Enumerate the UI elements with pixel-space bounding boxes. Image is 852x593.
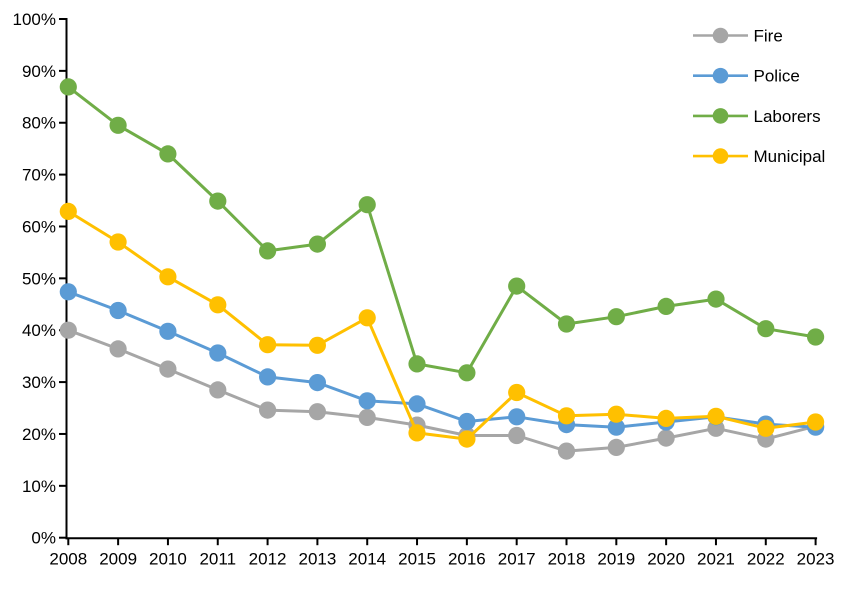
y-axis-label: 60% bbox=[22, 217, 56, 236]
x-axis-label: 2023 bbox=[797, 550, 835, 569]
legend-marker-swatch bbox=[712, 27, 729, 44]
marker-police-2015 bbox=[408, 395, 426, 413]
series-line-municipal bbox=[66, 209, 818, 441]
marker-laborers-2011 bbox=[209, 192, 227, 210]
marker-laborers-2014 bbox=[358, 196, 376, 214]
marker-police-2019 bbox=[607, 418, 625, 436]
legend-marker-swatch bbox=[712, 148, 729, 164]
legend-label: Fire bbox=[754, 26, 783, 45]
marker-police-2017 bbox=[508, 408, 526, 426]
legend-marker-swatch bbox=[712, 67, 729, 84]
marker-fire-2019 bbox=[607, 438, 625, 456]
legend-item-laborers: Laborers bbox=[693, 107, 821, 126]
marker-police-2009 bbox=[109, 301, 127, 320]
x-axis-label: 2016 bbox=[448, 550, 486, 569]
y-axis-label: 10% bbox=[22, 477, 56, 496]
x-axis-label: 2013 bbox=[298, 550, 336, 569]
y-axis-label: 30% bbox=[22, 373, 56, 392]
x-axis-label: 2012 bbox=[249, 550, 287, 569]
y-axis-label: 80% bbox=[22, 114, 56, 133]
marker-laborers-2021 bbox=[707, 290, 725, 308]
y-axis-label: 90% bbox=[22, 62, 56, 81]
x-axis-label: 2010 bbox=[149, 550, 187, 569]
marker-laborers-2008 bbox=[59, 78, 77, 96]
x-axis-label: 2009 bbox=[99, 550, 137, 569]
marker-laborers-2022 bbox=[757, 320, 775, 338]
marker-laborers-2017 bbox=[508, 277, 526, 295]
legend-label: Laborers bbox=[754, 107, 821, 126]
marker-laborers-2010 bbox=[159, 145, 177, 163]
x-axis-label: 2022 bbox=[747, 550, 785, 569]
x-axis-label: 2008 bbox=[49, 550, 87, 569]
marker-police-2013 bbox=[308, 374, 326, 392]
marker-fire-2009 bbox=[109, 340, 127, 358]
marker-fire-2018 bbox=[557, 442, 576, 460]
legend-item-municipal: Municipal bbox=[693, 147, 825, 166]
marker-laborers-2009 bbox=[109, 116, 127, 134]
x-axis-label: 2011 bbox=[199, 550, 236, 569]
marker-fire-2008 bbox=[59, 321, 77, 339]
marker-laborers-2023 bbox=[807, 328, 825, 346]
marker-police-2016 bbox=[458, 412, 476, 431]
x-axis-label: 2018 bbox=[548, 550, 586, 569]
x-axis-label: 2014 bbox=[348, 550, 386, 569]
marker-municipal-2018 bbox=[557, 407, 576, 425]
marker-municipal-2011 bbox=[209, 296, 227, 314]
marker-laborers-2015 bbox=[408, 355, 426, 373]
marker-police-2008 bbox=[59, 283, 77, 301]
series-line-police bbox=[66, 290, 818, 429]
y-axis-label: 40% bbox=[22, 321, 56, 340]
marker-municipal-2015 bbox=[408, 424, 426, 442]
x-axis-label: 2020 bbox=[647, 550, 685, 569]
marker-municipal-2014 bbox=[358, 309, 376, 327]
x-axis-label: 2021 bbox=[697, 550, 735, 569]
series-line-laborers bbox=[66, 85, 818, 375]
y-axis-label: 70% bbox=[22, 166, 56, 185]
marker-municipal-2022 bbox=[757, 419, 775, 437]
marker-municipal-2017 bbox=[508, 383, 526, 402]
marker-laborers-2020 bbox=[657, 297, 675, 315]
marker-laborers-2013 bbox=[308, 235, 326, 253]
marker-municipal-2009 bbox=[109, 233, 127, 251]
x-axis-label: 2015 bbox=[398, 550, 436, 569]
x-axis-label: 2019 bbox=[597, 550, 635, 569]
y-axis-label: 0% bbox=[31, 529, 56, 548]
marker-police-2014 bbox=[358, 392, 376, 410]
marker-fire-2013 bbox=[308, 403, 326, 421]
marker-fire-2011 bbox=[209, 381, 227, 399]
marker-municipal-2019 bbox=[607, 405, 625, 423]
marker-fire-2010 bbox=[159, 360, 177, 378]
marker-laborers-2018 bbox=[557, 315, 576, 333]
marker-municipal-2012 bbox=[259, 336, 277, 354]
series-line-fire bbox=[66, 328, 818, 453]
marker-municipal-2021 bbox=[707, 407, 725, 425]
legend-item-police: Police bbox=[693, 67, 800, 86]
marker-fire-2020 bbox=[657, 429, 675, 447]
x-axis-label: 2017 bbox=[498, 550, 536, 569]
marker-municipal-2008 bbox=[59, 202, 77, 220]
marker-laborers-2012 bbox=[259, 242, 277, 260]
legend-label: Police bbox=[754, 67, 800, 86]
y-axis-label: 50% bbox=[22, 269, 56, 288]
marker-police-2011 bbox=[209, 344, 227, 362]
legend-item-fire: Fire bbox=[693, 26, 783, 45]
y-axis-label: 20% bbox=[22, 425, 56, 444]
marker-laborers-2019 bbox=[607, 308, 625, 326]
marker-fire-2012 bbox=[259, 401, 277, 419]
y-axis-label: 100% bbox=[13, 10, 56, 29]
marker-municipal-2013 bbox=[308, 336, 326, 354]
marker-fire-2014 bbox=[358, 408, 376, 426]
marker-police-2012 bbox=[259, 368, 277, 386]
legend-label: Municipal bbox=[754, 147, 826, 166]
legend-marker-swatch bbox=[712, 108, 729, 124]
marker-municipal-2020 bbox=[657, 409, 675, 427]
marker-police-2010 bbox=[159, 322, 177, 340]
marker-municipal-2010 bbox=[159, 268, 177, 286]
marker-laborers-2016 bbox=[458, 364, 476, 382]
marker-municipal-2016 bbox=[458, 430, 476, 448]
marker-fire-2017 bbox=[508, 426, 526, 445]
marker-municipal-2023 bbox=[807, 413, 825, 431]
